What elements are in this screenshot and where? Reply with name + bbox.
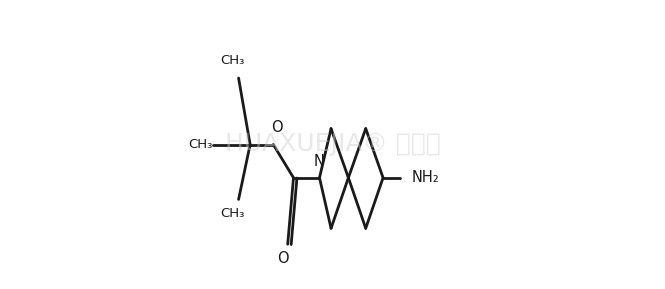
Text: N: N <box>313 154 324 169</box>
Text: O: O <box>277 251 289 266</box>
Text: CH₃: CH₃ <box>188 138 212 151</box>
Text: CH₃: CH₃ <box>221 208 245 220</box>
Text: NH₂: NH₂ <box>412 170 440 185</box>
Text: CH₃: CH₃ <box>221 54 245 67</box>
Text: HUAXUEJIA® 化学加: HUAXUEJIA® 化学加 <box>225 132 440 157</box>
Text: O: O <box>271 120 283 135</box>
